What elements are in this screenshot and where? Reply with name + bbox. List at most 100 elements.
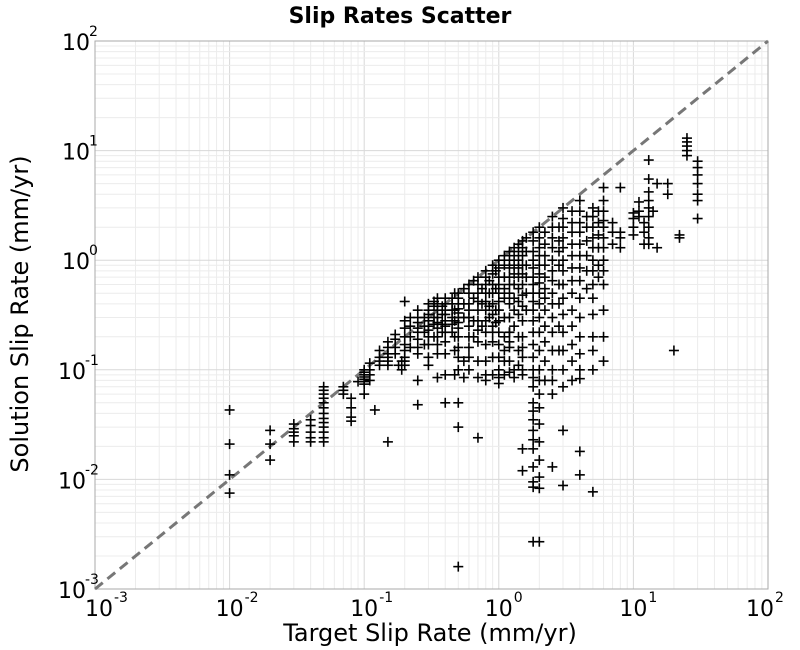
data-point [390,329,401,340]
data-point [558,213,569,224]
x-tick-label: 10 2 [746,590,784,622]
data-point [472,372,483,383]
data-point [534,483,545,494]
y-tick-label: 10 -1 [58,353,99,385]
data-point [558,327,569,338]
data-point [539,250,550,261]
data-point [539,260,550,271]
data-point [598,206,609,217]
data-point [615,242,626,253]
svg-text:10: 10 [58,469,86,494]
data-point [558,309,569,320]
data-point [288,436,299,447]
data-point [643,239,654,250]
data-point [493,262,504,273]
data-point [692,178,703,189]
data-point [598,232,609,243]
data-point [534,327,545,338]
data-point [553,321,564,332]
data-point [458,283,469,294]
data-point [547,232,558,243]
y-axis-label: Solution Slip Rate (mm/yr) [6,155,34,472]
data-point [534,536,545,547]
data-point [390,348,401,359]
svg-text:10: 10 [350,597,378,622]
data-point [539,356,550,367]
data-point [643,186,654,197]
data-point [453,397,464,408]
y-tick-label: 10 -3 [58,572,99,604]
svg-text:1: 1 [89,134,98,150]
data-point [468,331,479,342]
data-point [547,211,558,222]
data-point [539,305,550,316]
data-point [574,312,585,323]
x-tick-label: 10 -3 [85,590,128,622]
svg-text:10: 10 [485,597,513,622]
data-point [359,379,370,390]
data-point [405,321,416,332]
data-point [374,360,385,371]
data-point [528,372,539,383]
svg-text:10: 10 [62,141,90,166]
data-point [581,235,592,246]
y-tick-label: 10 1 [62,134,98,166]
data-point [453,331,464,342]
data-point [504,367,515,378]
data-point [517,465,528,476]
data-point [567,321,578,332]
data-point [509,372,520,383]
data-point [574,239,585,250]
data-point [453,323,464,334]
data-point [598,255,609,266]
data-point [487,336,498,347]
data-point [662,189,673,200]
svg-text:-1: -1 [379,590,393,606]
data-point [472,432,483,443]
data-point [558,480,569,491]
data-point [607,239,618,250]
data-point [558,202,569,213]
data-point [528,262,539,273]
data-point [517,315,528,326]
data-point [487,298,498,309]
data-point [692,213,703,224]
data-point [499,250,510,261]
data-point [553,260,564,271]
data-point [534,419,545,430]
data-point [539,283,550,294]
data-point [615,182,626,193]
data-point [440,336,451,347]
data-point [364,375,375,386]
data-point [265,425,276,436]
data-point [558,255,569,266]
data-point [639,227,650,238]
y-tick-label: 10 -2 [58,462,99,494]
data-point [652,178,663,189]
data-point [648,206,659,217]
data-point [558,242,569,253]
data-point [692,169,703,180]
tick-labels: 10 -3 10 -2 10 -1 10 0 10 1 10 210 -310 -210 -110 010 11… [58,24,784,622]
data-point [521,260,532,271]
data-point [547,255,558,266]
data-point [528,443,539,454]
data-point [359,389,370,400]
data-point [449,369,460,380]
data-point [598,242,609,253]
data-point [504,288,515,299]
data-point [458,356,469,367]
plot-area-frame [94,40,769,590]
data-point [265,439,276,450]
data-point [353,376,364,387]
data-point [598,279,609,290]
data-point [558,279,569,290]
data-point [504,327,515,338]
data-point [440,397,451,408]
data-point [607,217,618,228]
data-point [517,279,528,290]
data-point [547,288,558,299]
data-point [574,206,585,217]
data-point [493,296,504,307]
